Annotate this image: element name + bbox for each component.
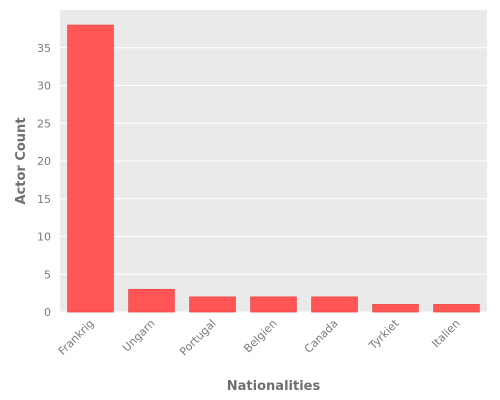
bar	[311, 296, 358, 313]
y-axis-label: Actor Count	[14, 117, 29, 204]
x-tick-label: Belgien	[241, 317, 279, 355]
x-tick-label: Tyrkiet	[366, 316, 402, 352]
x-tick-label: Portugal	[177, 317, 218, 358]
y-tick-label: 30	[37, 80, 51, 93]
y-tick-label: 5	[44, 268, 51, 281]
bars	[67, 24, 480, 313]
x-axis-ticks: Frankrig Ungarn Portugal Belgien Canada Tyrki…	[56, 316, 463, 358]
bar	[250, 296, 297, 313]
y-axis-ticks: 0 5 10 15 20 25 30 35	[37, 42, 51, 319]
x-tick-label: Ungarn	[120, 317, 158, 355]
y-tick-label: 10	[37, 231, 51, 244]
y-tick-label: 25	[37, 117, 51, 130]
x-tick-label: Frankrig	[56, 317, 97, 358]
bar	[189, 296, 236, 313]
x-tick-label: Italien	[429, 317, 462, 350]
x-tick-label: Canada	[302, 317, 341, 356]
bar	[372, 304, 419, 313]
x-axis-label: Nationalities	[227, 379, 321, 394]
y-tick-label: 35	[37, 42, 51, 55]
bar	[67, 24, 114, 313]
bar	[128, 288, 175, 313]
y-tick-label: 15	[37, 193, 51, 206]
y-tick-label: 0	[44, 306, 51, 319]
y-tick-label: 20	[37, 155, 51, 168]
bar	[433, 304, 480, 313]
